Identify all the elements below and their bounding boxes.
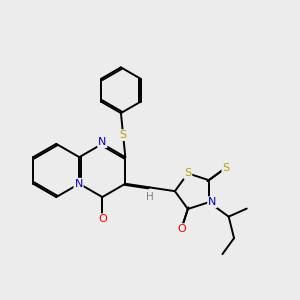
Text: O: O: [177, 224, 186, 234]
Text: S: S: [184, 168, 191, 178]
Text: S: S: [120, 130, 127, 140]
Text: O: O: [98, 214, 107, 224]
Text: N: N: [208, 197, 216, 207]
Text: N: N: [74, 179, 83, 189]
Text: H: H: [146, 192, 154, 202]
Text: S: S: [222, 163, 230, 173]
Text: N: N: [98, 137, 106, 147]
